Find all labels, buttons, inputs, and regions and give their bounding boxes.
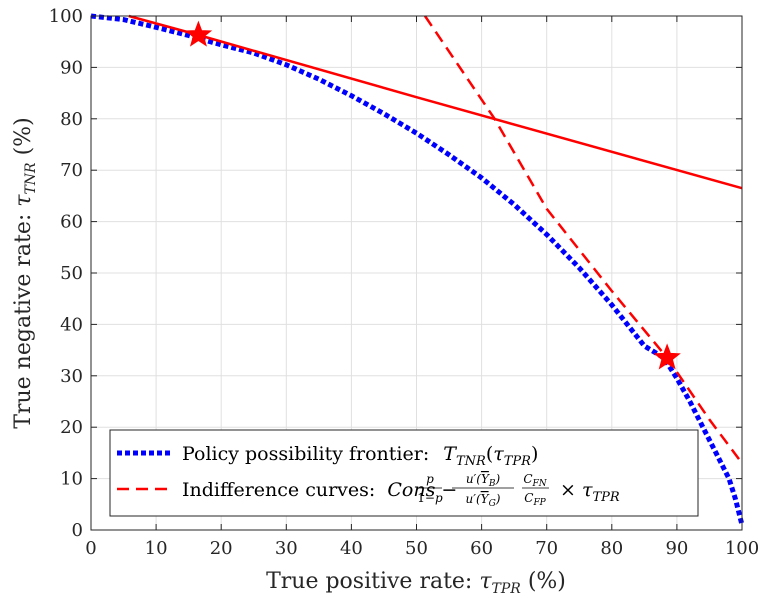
star-marker	[653, 343, 681, 370]
x-axis-label-text: True positive rate:	[266, 569, 479, 594]
x-tick-label: 80	[600, 538, 623, 559]
x-tick-label: 10	[145, 538, 168, 559]
series-frontier-line	[90, 13, 745, 526]
x-tick-label: 90	[665, 538, 688, 559]
x-tick-label: 50	[405, 538, 428, 559]
series-indifference-solid	[128, 14, 743, 190]
x-tick-label: 30	[275, 538, 298, 559]
x-tick-label: 40	[340, 538, 363, 559]
y-tick-label: 10	[60, 469, 83, 490]
y-tick-label: 70	[60, 160, 83, 181]
y-tick-label: 90	[60, 57, 83, 78]
x-tick-labels: 0 10 20 30 40 50 60 70 80 90 100	[85, 16, 759, 559]
svg-text:× τTPR: × τTPR	[560, 479, 620, 505]
star-marker	[184, 20, 213, 47]
x-tick-label: 100	[725, 538, 759, 559]
y-tick-label: 40	[60, 314, 83, 335]
legend-entry-frontier: Policy possibility frontier: TTNR(τTPR)	[182, 443, 538, 469]
x-tick-label: 60	[470, 538, 493, 559]
x-tick-label: 20	[210, 538, 233, 559]
y-tick-label: 0	[72, 520, 83, 541]
series-layer	[90, 13, 745, 526]
legend: Policy possibility frontier: TTNR(τTPR) …	[109, 429, 699, 517]
legend-entry-indifference: Indifference curves: Cons −	[182, 479, 457, 501]
y-tick-label: 20	[60, 417, 83, 438]
y-tick-label: 30	[60, 366, 83, 387]
y-tick-label: 50	[60, 263, 83, 284]
x-axis-label: True positive rate: τTPR (%)	[266, 569, 566, 597]
svg-text:p: p	[426, 472, 434, 486]
svg-text:1−p: 1−p	[417, 491, 443, 505]
x-tick-label: 70	[535, 538, 558, 559]
x-tick-label: 0	[85, 538, 96, 559]
marker-layer	[184, 20, 681, 370]
y-axis-label: True negative rate: τTNR (%)	[11, 117, 39, 428]
y-tick-label: 80	[60, 109, 83, 130]
y-tick-labels: 0 10 20 30 40 50 60 70 80 90 100	[49, 6, 742, 541]
legend-box	[109, 429, 699, 517]
y-tick-label: 60	[60, 212, 83, 233]
plot-frame	[90, 15, 743, 531]
series-indifference-dashed	[423, 15, 744, 464]
y-tick-label: 100	[49, 6, 83, 27]
